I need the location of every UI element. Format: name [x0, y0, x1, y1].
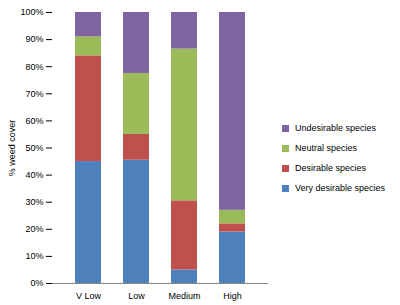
- svg-text:40%: 40%: [25, 170, 43, 180]
- html-text:Desirable species: Desirable species: [295, 163, 366, 173]
- svg-text:90%: 90%: [25, 34, 43, 44]
- svg-text:High: High: [223, 291, 242, 301]
- svg-text:20%: 20%: [25, 224, 43, 234]
- svg-text:50%: 50%: [25, 143, 43, 153]
- svg-text:100%: 100%: [20, 7, 43, 17]
- svg-text:80%: 80%: [25, 62, 43, 72]
- html-text:Very desirable species: Very desirable species: [295, 183, 386, 193]
- svg-text:% weed cover: % weed cover: [7, 120, 17, 177]
- svg-text:Medium: Medium: [168, 291, 200, 301]
- html-text:Undesirable species: Undesirable species: [295, 123, 376, 133]
- svg-text:30%: 30%: [25, 197, 43, 207]
- svg-text:60%: 60%: [25, 116, 43, 126]
- svg-text:70%: 70%: [25, 89, 43, 99]
- html-text:Neutral species: Neutral species: [295, 143, 357, 153]
- svg-text:10%: 10%: [25, 251, 43, 261]
- svg-text:V Low: V Low: [76, 291, 102, 301]
- svg-text:0%: 0%: [30, 278, 43, 288]
- svg-text:Low: Low: [128, 291, 145, 301]
